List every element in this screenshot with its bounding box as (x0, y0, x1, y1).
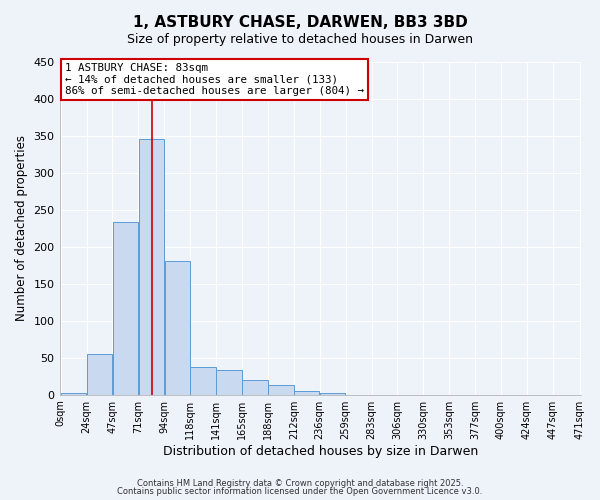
Bar (87, 354, 112, 395)
Text: Contains public sector information licensed under the Open Government Licence v3: Contains public sector information licen… (118, 488, 482, 496)
Bar (139, 139, 164, 394)
Bar (190, 368, 216, 394)
Bar (268, 385, 293, 394)
Text: Contains HM Land Registry data © Crown copyright and database right 2025.: Contains HM Land Registry data © Crown c… (137, 478, 463, 488)
Bar (294, 391, 319, 394)
Bar (320, 393, 346, 394)
Bar (113, 222, 138, 394)
X-axis label: Distribution of detached houses by size in Darwen: Distribution of detached houses by size … (163, 444, 478, 458)
Text: 1 ASTBURY CHASE: 83sqm
← 14% of detached houses are smaller (133)
86% of semi-de: 1 ASTBURY CHASE: 83sqm ← 14% of detached… (65, 63, 364, 96)
Y-axis label: Number of detached properties: Number of detached properties (15, 135, 28, 321)
Bar (242, 380, 268, 394)
Text: Size of property relative to detached houses in Darwen: Size of property relative to detached ho… (127, 32, 473, 46)
Bar (164, 262, 190, 394)
Bar (61, 393, 86, 394)
Bar (217, 370, 242, 394)
Text: 1, ASTBURY CHASE, DARWEN, BB3 3BD: 1, ASTBURY CHASE, DARWEN, BB3 3BD (133, 15, 467, 30)
